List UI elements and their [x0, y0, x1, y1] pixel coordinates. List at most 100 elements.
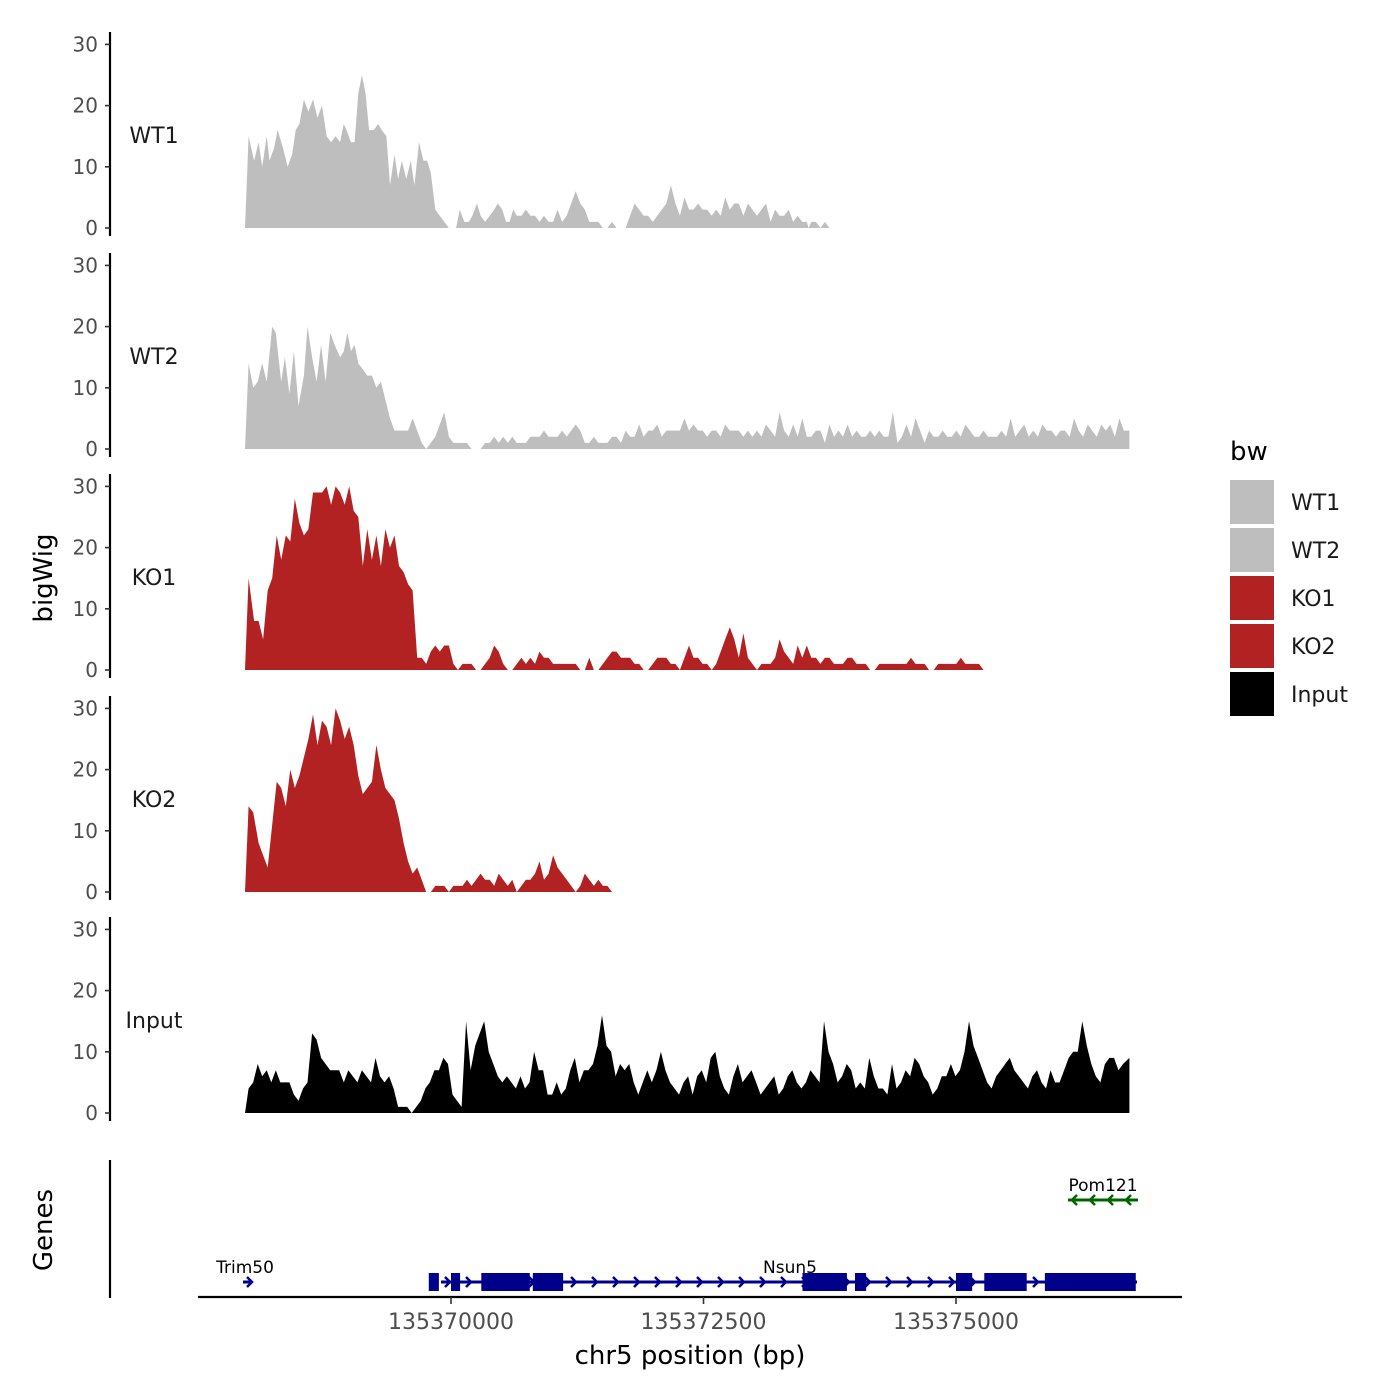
strand-arrow	[1070, 1194, 1078, 1206]
strand-arrow	[864, 1276, 872, 1288]
gene-pom121: Pom121	[1068, 1176, 1138, 1206]
y-tick-label: 30	[73, 917, 98, 941]
y-tick-label: 20	[73, 536, 98, 560]
track-label: Input	[126, 1009, 183, 1034]
strand-arrow	[738, 1276, 746, 1288]
y-tick-label: 0	[85, 437, 98, 461]
strand-arrow	[591, 1276, 599, 1288]
y-axis-label: bigWig	[29, 533, 59, 622]
x-axis-label: chr5 position (bp)	[575, 1341, 806, 1371]
y-tick-label: 10	[73, 376, 98, 400]
exon	[532, 1273, 564, 1291]
exon	[451, 1273, 461, 1291]
strand-arrow	[717, 1276, 725, 1288]
genes-panel: 135370000 135372500 135375000 Trim50 Nsun5 Po…	[108, 1160, 1182, 1335]
legend-label: KO2	[1291, 635, 1336, 660]
genes-axis-label: Genes	[29, 1189, 59, 1271]
coverage-tracks: 0 10 20 30 WT1 0 10 20 30 WT2 0 10 20 30 KO1 0 10 20 30 KO2…	[73, 32, 1130, 1125]
x-tick-label: 135375000	[893, 1310, 1019, 1335]
strand-arrow	[465, 1276, 473, 1288]
exon	[481, 1273, 530, 1291]
legend-title: bw	[1230, 437, 1268, 467]
y-tick-label: 10	[73, 155, 98, 179]
y-tick-label: 10	[73, 1040, 98, 1064]
legend-item-input: Input	[1230, 672, 1348, 716]
y-tick-label: 0	[85, 880, 98, 904]
track-wt2: 0 10 20 30 WT2	[73, 253, 1130, 461]
gene-nsun5: Nsun5	[428, 1258, 1137, 1291]
track-input: 0 10 20 30 Input	[73, 917, 1130, 1125]
strand-arrow	[696, 1276, 704, 1288]
area-ko1	[245, 486, 1130, 670]
y-tick-label: 30	[73, 696, 98, 720]
strand-arrow	[948, 1276, 956, 1288]
legend-swatch	[1230, 672, 1274, 716]
area-input	[245, 1015, 1130, 1113]
legend-swatch	[1230, 576, 1274, 620]
y-tick-label: 20	[73, 979, 98, 1003]
track-label: KO2	[132, 788, 177, 813]
strand-arrow	[654, 1276, 662, 1288]
exon	[855, 1273, 867, 1291]
legend: WT1 WT2 KO1 KO2 Input	[1230, 480, 1348, 716]
y-tick-label: 20	[73, 315, 98, 339]
strand-arrow	[759, 1276, 767, 1288]
area-wt1	[245, 75, 1130, 228]
strand-arrow	[570, 1276, 578, 1288]
strand-arrow	[444, 1276, 452, 1288]
legend-label: WT1	[1291, 491, 1340, 516]
exon	[428, 1273, 439, 1291]
strand-arrow	[675, 1276, 683, 1288]
exon	[984, 1273, 1027, 1291]
strand-arrow	[612, 1276, 620, 1288]
legend-item-ko1: KO1	[1230, 576, 1336, 620]
strand-arrow	[1124, 1194, 1132, 1206]
track-label: KO1	[132, 566, 177, 591]
track-ko2: 0 10 20 30 KO2	[73, 696, 1130, 904]
x-tick-label: 135370000	[388, 1310, 514, 1335]
strand-arrow	[633, 1276, 641, 1288]
y-tick-label: 0	[85, 658, 98, 682]
y-tick-label: 0	[85, 216, 98, 240]
exon	[802, 1273, 847, 1291]
y-tick-label: 30	[73, 253, 98, 277]
legend-swatch	[1230, 624, 1274, 668]
y-tick-label: 20	[73, 758, 98, 782]
y-tick-label: 0	[85, 1101, 98, 1125]
gene-label: Nsun5	[763, 1258, 817, 1278]
track-ko1: 0 10 20 30 KO1	[73, 474, 1130, 682]
legend-swatch	[1230, 528, 1274, 572]
gene-trim50: Trim50	[215, 1258, 274, 1288]
y-tick-label: 10	[73, 597, 98, 621]
legend-item-wt2: WT2	[1230, 528, 1340, 572]
strand-arrow	[1106, 1194, 1114, 1206]
x-tick-label: 135372500	[641, 1310, 767, 1335]
strand-arrow	[927, 1276, 935, 1288]
exon	[956, 1273, 973, 1291]
y-tick-label: 30	[73, 32, 98, 56]
y-tick-label: 10	[73, 819, 98, 843]
legend-label: WT2	[1291, 539, 1340, 564]
legend-label: Input	[1291, 683, 1348, 708]
track-label: WT1	[129, 124, 178, 149]
strand-arrow	[246, 1276, 254, 1288]
y-tick-label: 20	[73, 94, 98, 118]
y-tick-label: 30	[73, 474, 98, 498]
legend-swatch	[1230, 480, 1274, 524]
strand-arrow	[906, 1276, 914, 1288]
track-wt1: 0 10 20 30 WT1	[73, 32, 1130, 240]
legend-item-wt1: WT1	[1230, 480, 1340, 524]
gene-label: Pom121	[1068, 1176, 1137, 1196]
legend-item-ko2: KO2	[1230, 624, 1336, 668]
legend-label: KO1	[1291, 587, 1336, 612]
strand-arrow	[1088, 1194, 1096, 1206]
exon	[1044, 1273, 1136, 1291]
strand-arrow	[780, 1276, 788, 1288]
strand-arrow	[1032, 1276, 1040, 1288]
gene-label: Trim50	[215, 1258, 274, 1278]
area-ko2	[245, 708, 1130, 892]
strand-arrow	[885, 1276, 893, 1288]
area-wt2	[245, 326, 1130, 449]
